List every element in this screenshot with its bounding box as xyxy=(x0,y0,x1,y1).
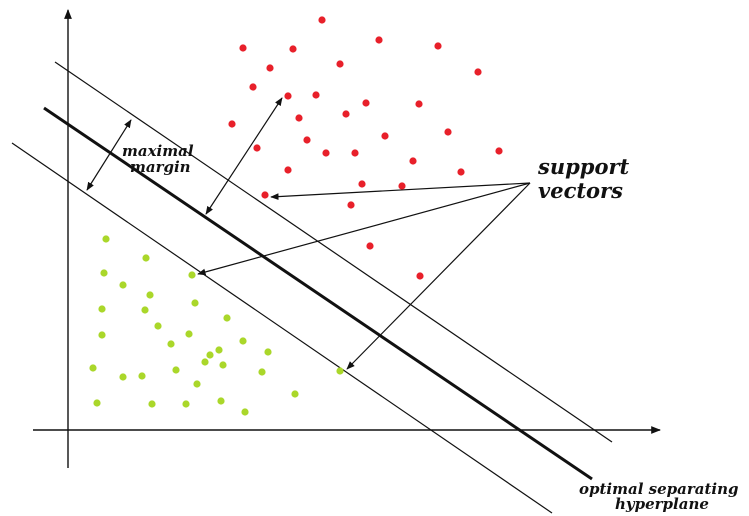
red-data-point xyxy=(336,60,344,68)
support-vectors-label-line2: vectors xyxy=(538,178,623,203)
red-data-point xyxy=(322,149,330,157)
green-data-point xyxy=(201,358,209,366)
green-data-point xyxy=(146,291,154,299)
green-data-point xyxy=(219,361,227,369)
red-data-point xyxy=(284,166,292,174)
red-data-point xyxy=(239,44,247,52)
green-data-point xyxy=(258,368,266,376)
red-data-point xyxy=(249,83,257,91)
hyperplane-label-line1: optimal separating xyxy=(579,480,738,498)
half-margin-arrow xyxy=(205,97,283,215)
red-data-point xyxy=(261,191,269,199)
red-data-point xyxy=(381,132,389,140)
red-data-point xyxy=(303,136,311,144)
lower-margin-line xyxy=(11,142,553,514)
green-data-point xyxy=(206,351,214,359)
red-data-point xyxy=(375,36,383,44)
red-data-point xyxy=(253,144,261,152)
green-data-point xyxy=(119,281,127,289)
maximal-margin-label-line1: maximal xyxy=(122,142,194,160)
red-data-point xyxy=(474,68,482,76)
red-data-point xyxy=(457,168,465,176)
red-data-point xyxy=(318,16,326,24)
green-data-point xyxy=(100,269,108,277)
green-data-point xyxy=(291,390,299,398)
red-data-point xyxy=(358,180,366,188)
red-data-point xyxy=(415,100,423,108)
green-data-point xyxy=(89,364,97,372)
green-data-point xyxy=(239,337,247,345)
green-data-point xyxy=(98,305,106,313)
green-data-point xyxy=(215,346,223,354)
support-vector-arrow-green-lower xyxy=(346,182,531,370)
red-data-point xyxy=(398,182,406,190)
red-data-point xyxy=(284,92,292,100)
green-data-point xyxy=(223,314,231,322)
red-data-point xyxy=(347,201,355,209)
maximal-margin-arrow xyxy=(86,119,132,191)
support-vector-arrow-red xyxy=(270,182,531,200)
green-data-point xyxy=(138,372,146,380)
red-data-point xyxy=(366,242,374,250)
separating-hyperplane xyxy=(43,106,593,481)
green-data-point xyxy=(102,235,110,243)
red-data-point xyxy=(444,128,452,136)
green-data-point xyxy=(93,399,101,407)
red-data-point xyxy=(416,272,424,280)
red-data-point xyxy=(266,64,274,72)
green-data-point xyxy=(191,299,199,307)
green-data-point xyxy=(98,331,106,339)
hyperplane-label-line2: hyperplane xyxy=(615,495,709,513)
green-data-point xyxy=(264,348,272,356)
red-data-point xyxy=(342,110,350,118)
green-data-point xyxy=(188,271,196,279)
green-data-point xyxy=(182,400,190,408)
upper-margin-line xyxy=(54,61,613,443)
red-class-points xyxy=(228,16,503,280)
support-vector-arrow-green-upper xyxy=(197,182,531,276)
green-data-point xyxy=(141,306,149,314)
green-data-point xyxy=(154,322,162,330)
green-data-point xyxy=(241,408,249,416)
green-data-point xyxy=(142,254,150,262)
support-vectors-label-line1: support xyxy=(537,154,630,179)
green-data-point xyxy=(185,330,193,338)
red-data-point xyxy=(434,42,442,50)
green-data-point xyxy=(172,366,180,374)
green-data-point xyxy=(193,380,201,388)
red-data-point xyxy=(495,147,503,155)
red-data-point xyxy=(351,149,359,157)
green-class-points xyxy=(89,235,344,416)
maximal-margin-label-line2: margin xyxy=(130,158,191,176)
red-data-point xyxy=(228,120,236,128)
red-data-point xyxy=(312,91,320,99)
red-data-point xyxy=(362,99,370,107)
red-data-point xyxy=(295,114,303,122)
green-data-point xyxy=(336,367,344,375)
green-data-point xyxy=(217,397,225,405)
red-data-point xyxy=(409,157,417,165)
red-data-point xyxy=(289,45,297,53)
green-data-point xyxy=(148,400,156,408)
green-data-point xyxy=(119,373,127,381)
green-data-point xyxy=(167,340,175,348)
